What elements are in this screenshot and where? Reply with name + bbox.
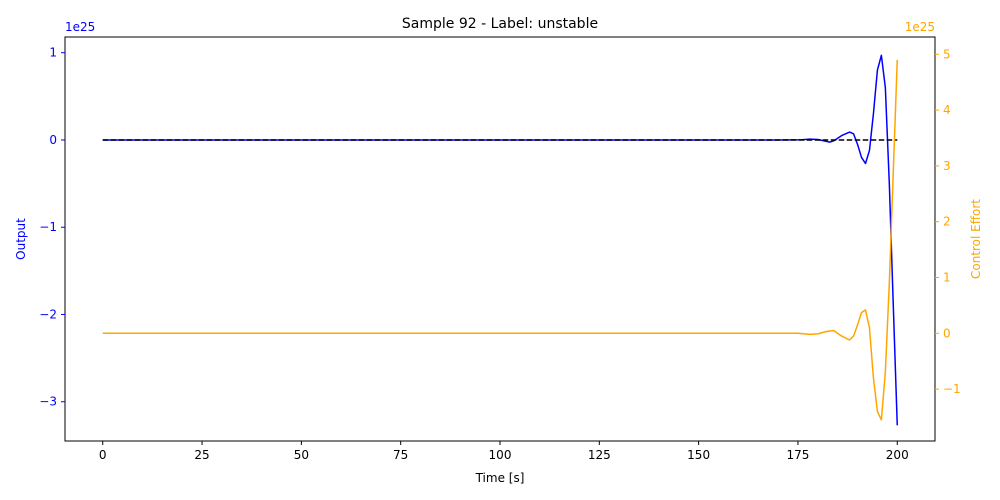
left-tick-label: −3 [39,395,57,409]
left-axis: 1 0 −1 −2 −3 [39,46,65,409]
x-tick-label: 125 [588,448,611,462]
left-axis-title: Output [14,218,28,260]
x-axis: 0 25 50 75 100 125 150 175 200 [99,441,909,462]
left-tick-label: −2 [39,307,57,321]
left-tick-label: 1 [49,46,57,60]
right-axis: −1 0 1 2 3 4 5 [935,47,961,396]
left-axis-offset-text: 1e25 [65,20,95,34]
right-tick-label: −1 [943,382,961,396]
right-tick-label: 2 [943,215,951,229]
right-tick-label: 5 [943,47,951,61]
x-tick-label: 75 [393,448,408,462]
series-line-3 [102,59,899,421]
right-axis-offset-text: 1e25 [905,20,935,34]
left-tick-label: 0 [49,133,57,147]
x-tick-label: 150 [687,448,710,462]
x-tick-label: 175 [786,448,809,462]
right-tick-label: 1 [943,271,951,285]
x-tick-label: 25 [194,448,209,462]
x-axis-title: Time [s] [475,471,525,485]
x-tick-label: 0 [99,448,107,462]
x-tick-label: 200 [886,448,909,462]
series-layer [102,54,899,426]
chart-title: Sample 92 - Label: unstable [402,16,598,32]
right-axis-title: Control Effort [969,199,983,279]
right-tick-label: 3 [943,159,951,173]
x-tick-label: 100 [489,448,512,462]
right-tick-label: 4 [943,103,951,117]
left-tick-label: −1 [39,220,57,234]
right-tick-label: 0 [943,326,951,340]
x-tick-label: 50 [294,448,309,462]
